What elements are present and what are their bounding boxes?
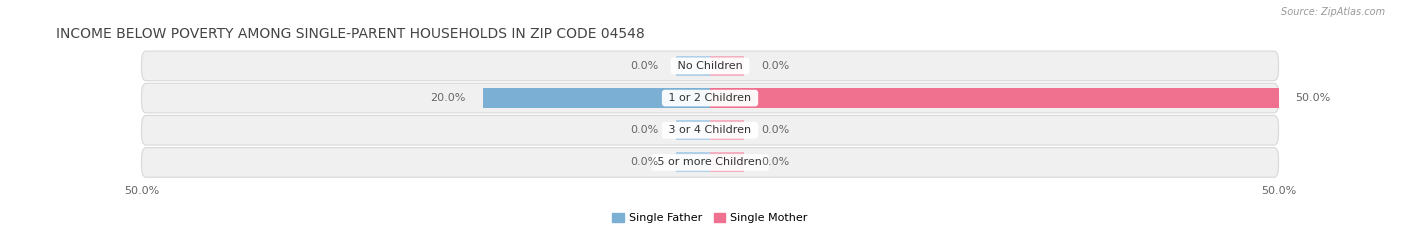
Text: 0.0%: 0.0% [631, 125, 659, 135]
Bar [482, 88, 710, 108]
Text: 3 or 4 Children: 3 or 4 Children [665, 125, 755, 135]
FancyBboxPatch shape [142, 148, 1278, 177]
Bar [676, 120, 710, 140]
Bar [710, 152, 744, 172]
Text: 0.0%: 0.0% [761, 125, 789, 135]
Text: 0.0%: 0.0% [761, 158, 789, 168]
FancyBboxPatch shape [142, 116, 1278, 145]
Bar [710, 56, 744, 76]
Bar [710, 120, 744, 140]
Text: 0.0%: 0.0% [631, 158, 659, 168]
Legend: Single Father, Single Mother: Single Father, Single Mother [607, 208, 813, 228]
Text: Source: ZipAtlas.com: Source: ZipAtlas.com [1281, 7, 1385, 17]
FancyBboxPatch shape [142, 51, 1278, 81]
Text: 5 or more Children: 5 or more Children [654, 158, 766, 168]
Text: 20.0%: 20.0% [430, 93, 465, 103]
FancyBboxPatch shape [142, 83, 1278, 113]
Bar [676, 56, 710, 76]
Text: 0.0%: 0.0% [761, 61, 789, 71]
Text: 0.0%: 0.0% [631, 61, 659, 71]
Bar [710, 88, 1278, 108]
Text: INCOME BELOW POVERTY AMONG SINGLE-PARENT HOUSEHOLDS IN ZIP CODE 04548: INCOME BELOW POVERTY AMONG SINGLE-PARENT… [56, 27, 645, 41]
Text: 1 or 2 Children: 1 or 2 Children [665, 93, 755, 103]
Bar [676, 152, 710, 172]
Text: No Children: No Children [673, 61, 747, 71]
Text: 50.0%: 50.0% [1295, 93, 1331, 103]
